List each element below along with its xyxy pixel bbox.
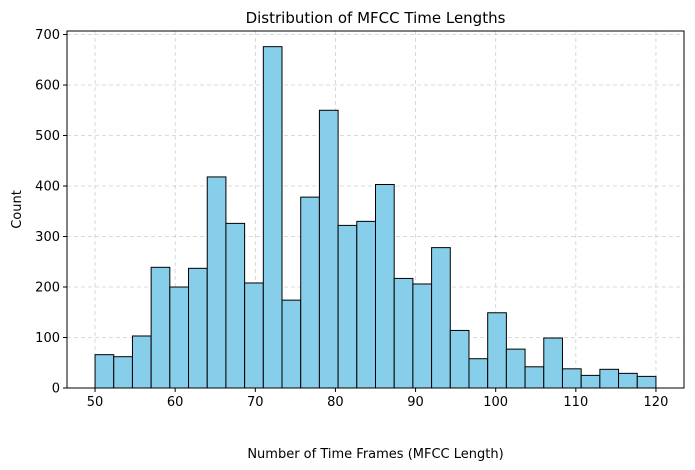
histogram-bar — [94, 354, 115, 389]
histogram-bar — [113, 356, 133, 389]
histogram-bar — [580, 374, 601, 389]
histogram-bar — [524, 366, 545, 389]
y-tick-label: 400 — [35, 180, 60, 195]
y-axis-label: Count — [10, 190, 25, 229]
y-tick-label: 100 — [35, 331, 60, 346]
histogram-bar — [356, 220, 376, 389]
histogram-bar — [244, 282, 264, 389]
x-tick-label: 80 — [327, 395, 344, 410]
histogram-bar — [618, 372, 638, 389]
histogram-bar — [188, 267, 208, 389]
histogram-bar — [636, 375, 657, 389]
histogram-bar — [169, 286, 190, 389]
histogram-bar — [393, 277, 414, 389]
y-tick-label: 500 — [35, 129, 60, 144]
histogram-bar — [262, 46, 283, 389]
histogram-bar — [337, 224, 358, 389]
plot-frame — [66, 30, 685, 389]
histogram-bar — [487, 312, 507, 389]
x-tick-label: 90 — [407, 395, 424, 410]
histogram-bar — [599, 368, 620, 389]
histogram-bar — [543, 337, 563, 389]
x-axis-label: Number of Time Frames (MFCC Length) — [247, 447, 503, 462]
x-tick-label: 110 — [563, 395, 588, 410]
histogram-bar — [225, 222, 246, 389]
y-tick-label: 0 — [52, 382, 60, 397]
x-tick-label: 120 — [644, 395, 669, 410]
histogram-bar — [281, 299, 302, 389]
histogram-bar — [206, 176, 227, 389]
chart-title: Distribution of MFCC Time Lengths — [246, 9, 506, 27]
x-tick-label: 100 — [483, 395, 508, 410]
histogram-bar — [561, 368, 582, 389]
histogram-bar — [300, 196, 320, 389]
x-tick-label: 60 — [167, 395, 184, 410]
histogram-bar — [150, 266, 171, 389]
y-tick-label: 300 — [35, 230, 60, 245]
histogram-bar — [131, 335, 152, 389]
histogram-bar — [449, 329, 470, 389]
histogram-bar — [468, 358, 489, 389]
y-tick-label: 700 — [35, 28, 60, 43]
histogram-bar — [375, 184, 395, 389]
histogram-bars — [94, 46, 657, 389]
x-tick-label: 70 — [247, 395, 264, 410]
y-tick-label: 200 — [35, 281, 60, 296]
histogram-bar — [431, 247, 451, 389]
x-tick-label: 50 — [87, 395, 104, 410]
histogram-bar — [318, 109, 339, 389]
histogram-bar — [505, 348, 526, 389]
y-tick-label: 600 — [35, 79, 60, 94]
axis-ticks: 50 60 70 80 90 100 110 120 0 100 200 300 400 500 600 70… — [35, 28, 668, 410]
histogram-bar — [412, 283, 433, 389]
